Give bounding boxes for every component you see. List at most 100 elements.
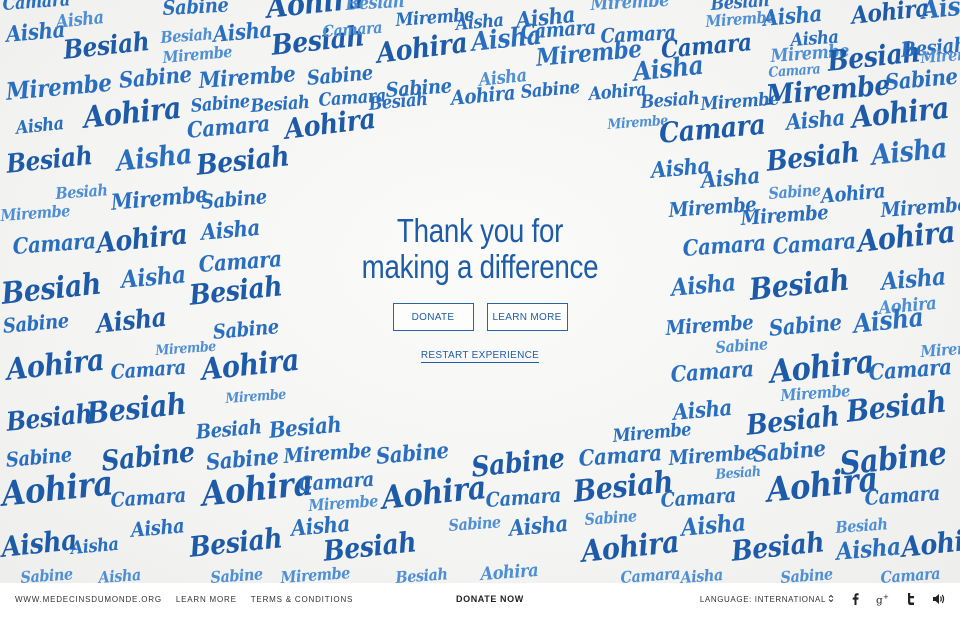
handwritten-name: Aohira bbox=[579, 524, 681, 570]
handwritten-name: Camara bbox=[867, 354, 953, 386]
handwritten-name: Mirembe bbox=[739, 199, 829, 230]
handwritten-name: Mirembe bbox=[282, 437, 372, 468]
handwritten-name: Aisha bbox=[469, 20, 543, 58]
handwritten-name: Aohira bbox=[449, 80, 517, 110]
handwritten-name: Sabine bbox=[883, 63, 959, 96]
handwritten-name: Camara bbox=[109, 482, 187, 512]
handwritten-name: Aohira bbox=[849, 0, 931, 30]
handwritten-name: Mirembe bbox=[197, 61, 297, 94]
handwritten-name: Camara bbox=[771, 228, 857, 260]
handwritten-name: Besiah bbox=[714, 463, 762, 483]
sound-icon[interactable] bbox=[932, 591, 946, 607]
handwritten-name: Aisha bbox=[211, 16, 273, 48]
handwritten-name: Besiah bbox=[639, 87, 701, 113]
handwritten-name: Besiah bbox=[84, 386, 188, 432]
handwritten-name: Sabine bbox=[779, 564, 834, 583]
handwritten-name: Besiah bbox=[267, 411, 343, 444]
handwritten-name: Mirembe bbox=[589, 0, 670, 15]
handwritten-name: Aohira bbox=[379, 468, 488, 517]
handwritten-name: Sabine bbox=[199, 184, 268, 214]
handwritten-name: Camara bbox=[321, 17, 383, 41]
handwritten-name: Sabine bbox=[4, 442, 73, 472]
handwritten-name: Aisha bbox=[679, 565, 724, 583]
language-label: LANGUAGE: INTERNATIONAL bbox=[699, 594, 826, 604]
handwritten-name: Besiah bbox=[4, 140, 94, 180]
handwritten-name: Sabine bbox=[767, 309, 843, 342]
handwritten-name: Sabine bbox=[99, 435, 196, 478]
handwritten-name: Aisha bbox=[114, 137, 194, 178]
handwritten-name: Besiah bbox=[0, 266, 103, 312]
handwritten-name: Aohira bbox=[849, 90, 951, 136]
handwritten-name: Besiah bbox=[4, 398, 94, 438]
restart-experience-link[interactable]: RESTART EXPERIENCE bbox=[420, 350, 540, 363]
handwritten-name: Aisha bbox=[129, 513, 186, 542]
handwritten-name: Sabine bbox=[583, 506, 638, 529]
handwritten-name: Aisha bbox=[0, 523, 79, 564]
handwritten-name: Mirembe bbox=[224, 386, 287, 407]
handwritten-name: Aisha bbox=[869, 131, 949, 172]
handwritten-name: Besiah bbox=[367, 88, 429, 115]
handwritten-name: Aisha bbox=[507, 510, 569, 542]
handwritten-name: Besiah bbox=[321, 525, 418, 568]
handwritten-name: Camara bbox=[669, 356, 755, 388]
handwritten-name: Mirembe bbox=[534, 33, 643, 72]
handwritten-name: Aisha bbox=[14, 113, 65, 139]
handwritten-name: Sabine bbox=[211, 314, 280, 344]
handwritten-name: Aohira bbox=[767, 342, 876, 391]
handwritten-name: Aisha bbox=[669, 267, 737, 302]
handwritten-name: Aohira bbox=[899, 521, 960, 564]
handwritten-name: Aisha bbox=[119, 259, 187, 294]
footer-bar: WWW.MEDECINSDUMONDE.ORG LEARN MORE TERMS… bbox=[0, 583, 960, 617]
footer-links: WWW.MEDECINSDUMONDE.ORG LEARN MORE TERMS… bbox=[15, 595, 353, 604]
handwritten-name: Sabine bbox=[751, 435, 827, 468]
handwritten-name: Besiah bbox=[844, 384, 948, 430]
donate-now-link[interactable]: DONATE NOW bbox=[456, 594, 524, 604]
handwritten-name: Aisha bbox=[97, 565, 142, 583]
google-plus-icon[interactable]: g + bbox=[876, 591, 890, 607]
names-background: Camara Aisha Aisha Sabine Aohira Besiah Miremb… bbox=[0, 0, 960, 583]
twitter-icon[interactable] bbox=[904, 591, 918, 607]
learn-more-button[interactable]: LEARN MORE bbox=[486, 303, 568, 331]
footer-learn-more-link[interactable]: LEARN MORE bbox=[175, 595, 237, 604]
handwritten-name: Sabine bbox=[19, 564, 74, 583]
handwritten-name: Camara bbox=[11, 228, 97, 260]
donate-button[interactable]: DONATE bbox=[392, 303, 474, 331]
handwritten-name: Aisha bbox=[834, 531, 902, 566]
handwritten-name: Camara bbox=[484, 482, 562, 512]
handwritten-name: Camara bbox=[657, 107, 767, 150]
handwritten-name: Sabine bbox=[767, 180, 822, 203]
handwritten-name: Besiah bbox=[159, 24, 214, 47]
handwritten-name: Camara bbox=[659, 482, 737, 512]
handwritten-name: Camara bbox=[681, 230, 767, 262]
handwritten-name: Aohira bbox=[855, 214, 957, 260]
handwritten-name: Sabine bbox=[161, 0, 229, 20]
handwritten-name: Aohira bbox=[374, 25, 470, 70]
language-selector[interactable]: LANGUAGE: INTERNATIONAL bbox=[700, 594, 834, 605]
handwritten-name: Aohira bbox=[4, 342, 106, 388]
handwritten-name: Besiah bbox=[61, 26, 151, 66]
handwritten-name: Aohira bbox=[819, 178, 887, 208]
handwritten-name: Besiah bbox=[194, 139, 291, 182]
handwritten-name: Sabine bbox=[305, 60, 374, 90]
handwritten-name: Besiah bbox=[187, 521, 284, 564]
cta-buttons: DONATE LEARN MORE bbox=[330, 303, 630, 331]
handwritten-name: Besiah bbox=[729, 525, 826, 568]
handwritten-name: Aisha bbox=[851, 302, 925, 340]
handwritten-name: Camara bbox=[297, 466, 375, 496]
handwritten-name: Aisha bbox=[69, 533, 120, 559]
handwritten-name: Camara bbox=[659, 27, 753, 64]
svg-text:+: + bbox=[883, 593, 890, 601]
svg-text:g: g bbox=[876, 594, 883, 606]
handwritten-name: Aisha bbox=[879, 261, 947, 296]
handwritten-name: Aisha bbox=[784, 104, 846, 136]
handwritten-name: Aohira bbox=[0, 463, 115, 515]
handwritten-name: Aohira bbox=[282, 101, 378, 146]
handwritten-name: Aisha bbox=[54, 7, 105, 33]
handwritten-name: Mirembe bbox=[109, 181, 209, 216]
facebook-icon[interactable] bbox=[848, 591, 862, 607]
site-link[interactable]: WWW.MEDECINSDUMONDE.ORG bbox=[15, 595, 162, 604]
footer-tools: LANGUAGE: INTERNATIONAL g + bbox=[700, 591, 946, 607]
terms-link[interactable]: TERMS & CONDITIONS bbox=[250, 595, 354, 604]
handwritten-name: Besiah bbox=[744, 399, 841, 442]
handwritten-name: Besiah bbox=[394, 564, 449, 583]
